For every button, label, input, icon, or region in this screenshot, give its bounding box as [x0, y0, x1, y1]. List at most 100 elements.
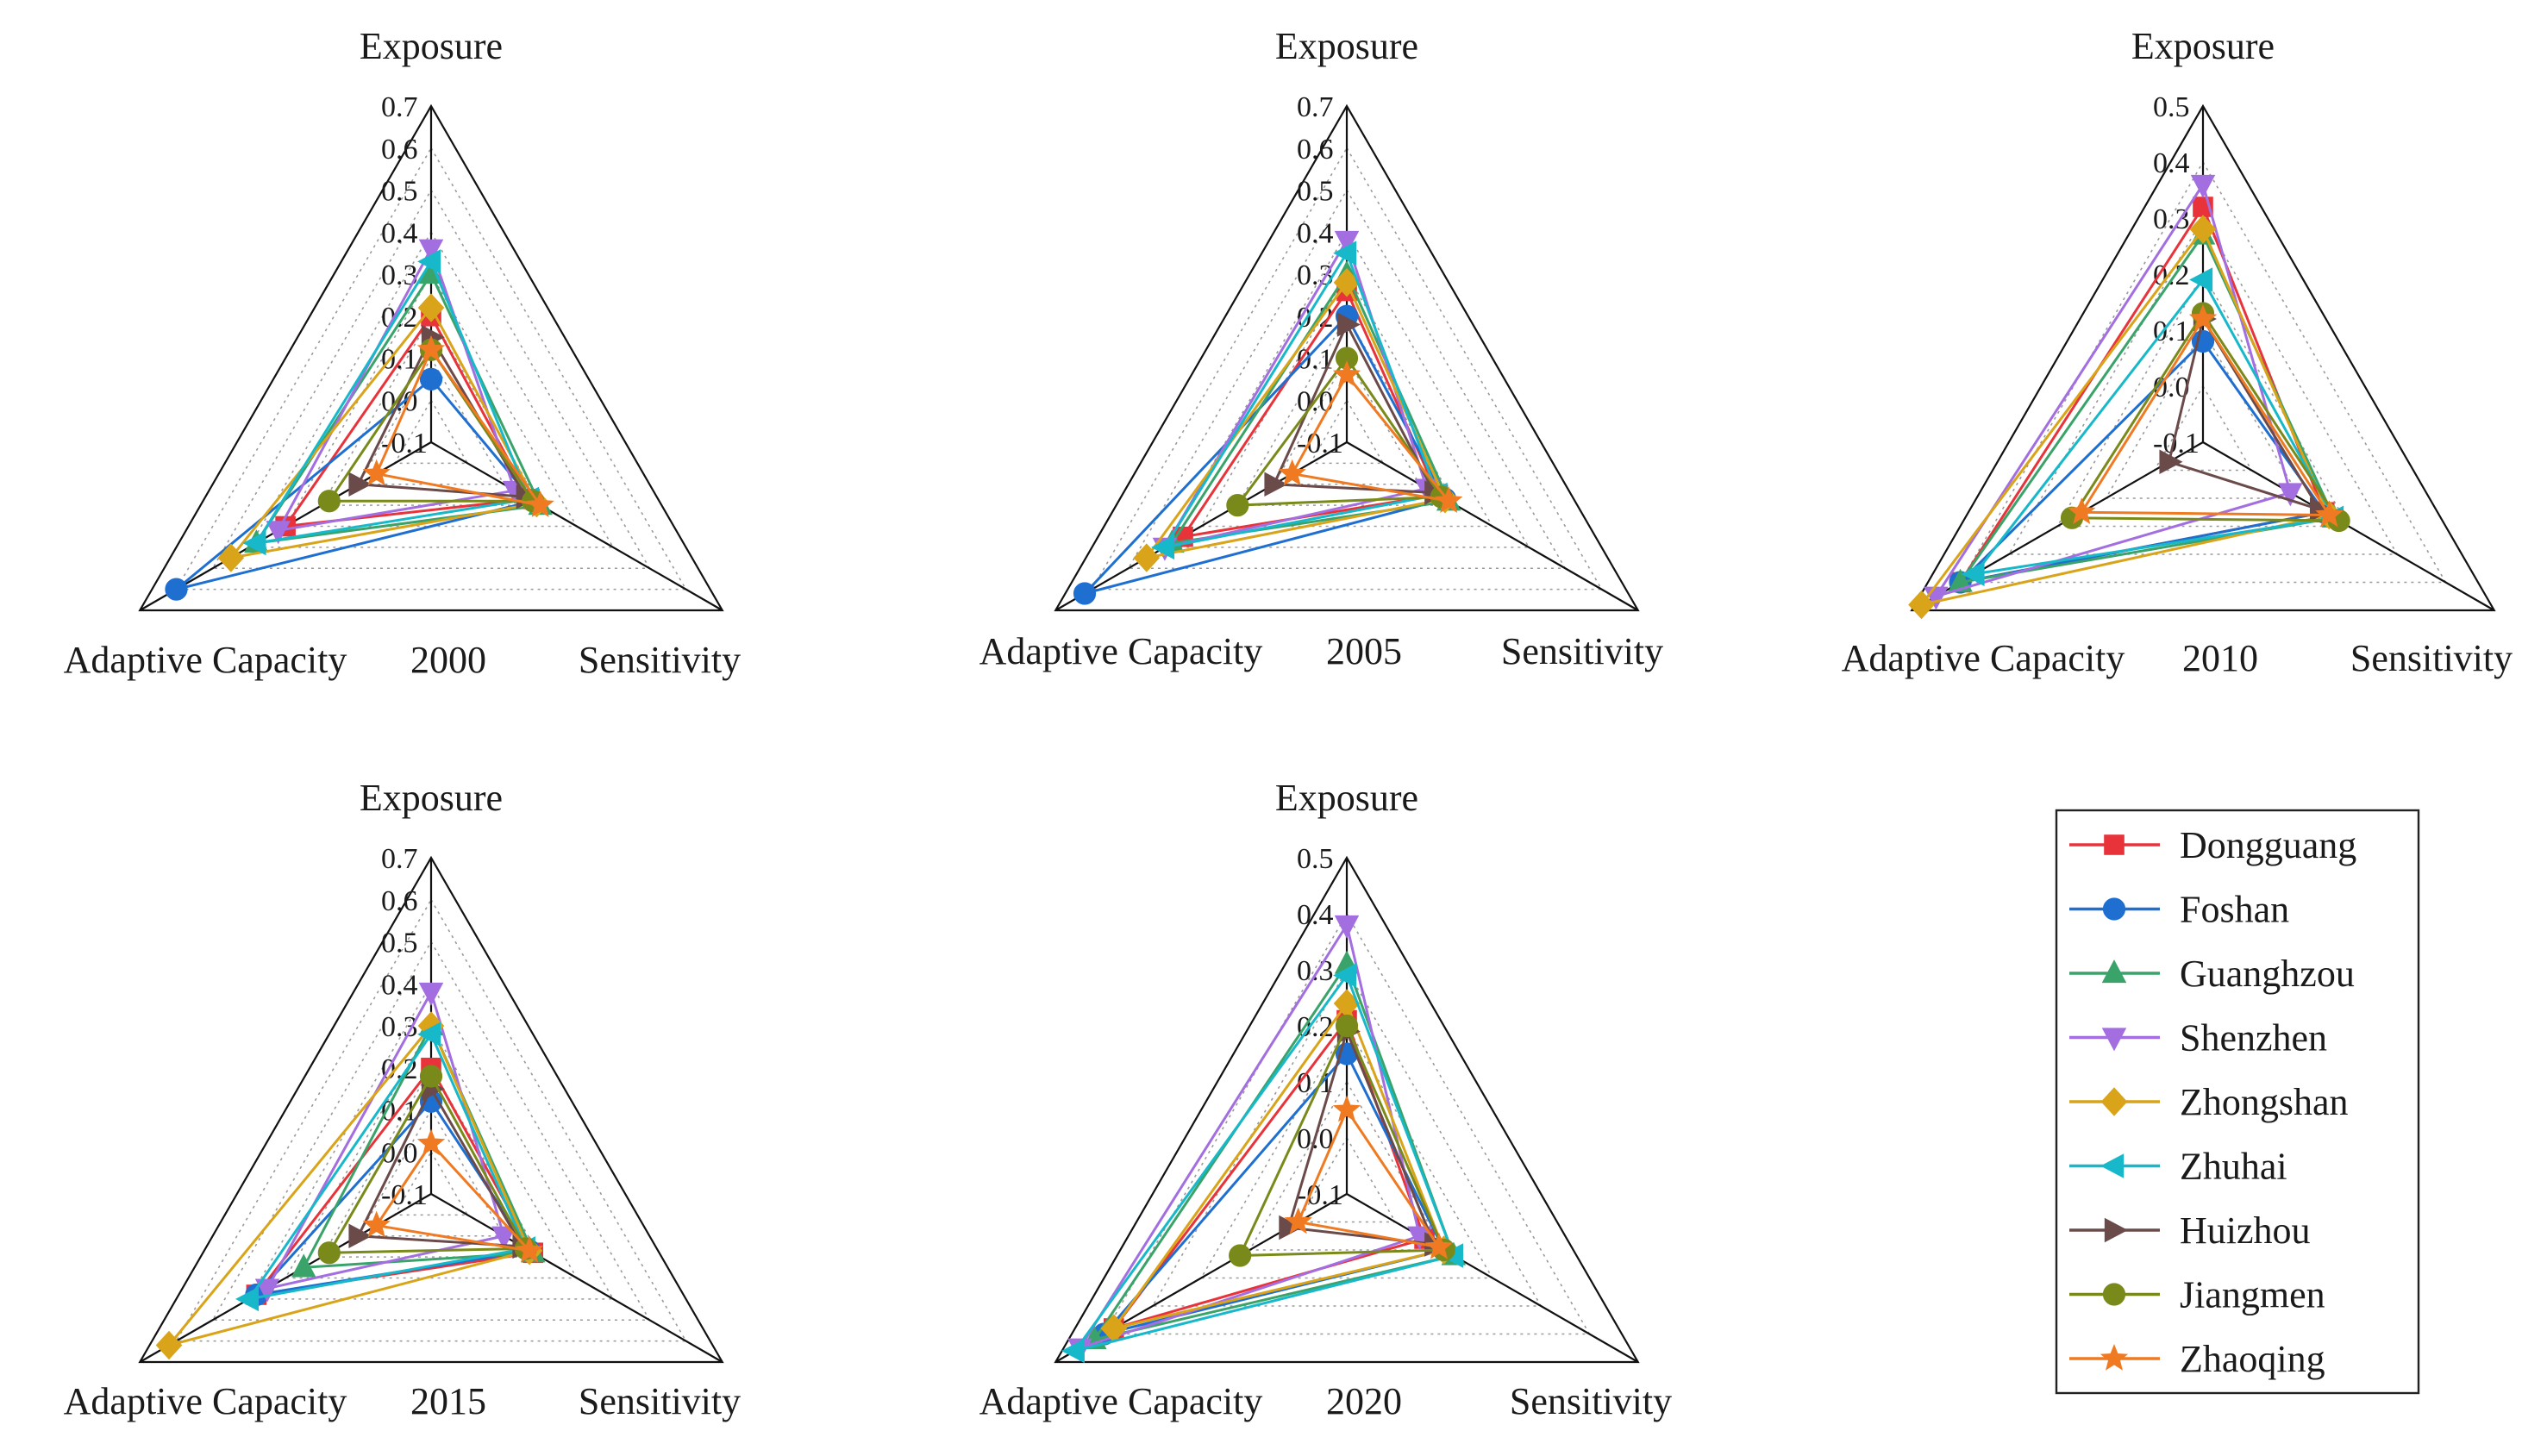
- legend-label: Shenzhen: [2180, 1017, 2327, 1059]
- legend-marker: [2100, 1153, 2125, 1178]
- axis-label-exposure: Exposure: [1275, 777, 1418, 819]
- series-shenzhen: [277, 247, 516, 532]
- point-zhuhai: [242, 530, 266, 556]
- legend-label: Zhongshan: [2180, 1081, 2349, 1123]
- radar-outer-ring: [138, 855, 724, 1364]
- legend-item-zhaoqing: Zhaoqing: [2069, 1338, 2325, 1380]
- radar-outer-ring: [1054, 855, 1640, 1364]
- series-zhuhai: [247, 1033, 528, 1301]
- point-shenzhen: [1334, 915, 1360, 939]
- point-zhaoqing: [526, 491, 554, 517]
- legend-item-dongguang: Dongguang: [2069, 824, 2356, 866]
- series-zhaoqing: [1297, 1109, 1441, 1249]
- point-zhuhai: [417, 249, 441, 274]
- legend-item-jiangmen: Jiangmen: [2069, 1274, 2325, 1316]
- radar-grid-ring: [247, 230, 615, 548]
- tick-label: 0.4: [2153, 147, 2190, 179]
- point-zhaoqing: [2068, 497, 2096, 524]
- point-jiangmen: [317, 490, 341, 513]
- series-zhuhai: [254, 259, 531, 545]
- radar-panel-2020: -0.10.00.10.20.30.40.5ExposureSensitivit…: [979, 777, 1672, 1422]
- point-huizhou: [1264, 472, 1288, 497]
- tick-label: 0.3: [1297, 259, 1334, 291]
- axis-label-adaptive-capacity: Adaptive Capacity: [979, 1380, 1263, 1422]
- point-zhaoqing: [515, 1235, 544, 1263]
- tick-label: 0.6: [381, 885, 418, 917]
- radar-spoke: [430, 1193, 723, 1363]
- tick-label: 0.4: [1297, 899, 1334, 931]
- radar-grid-ring: [211, 940, 651, 1322]
- legend-marker: [2104, 834, 2125, 855]
- radar-grid-ring: [1248, 1080, 1445, 1251]
- point-shenzhen: [418, 982, 444, 1006]
- point-guanghzou: [1948, 568, 1973, 592]
- legend-label: Foshan: [2180, 889, 2289, 931]
- radar-grid-ring: [1959, 160, 2447, 584]
- year-label: 2000: [410, 639, 486, 681]
- tick-label: 0.5: [1297, 843, 1334, 875]
- point-zhaoqing: [1332, 360, 1361, 387]
- series-zhuhai: [1163, 252, 1440, 549]
- tick-label: 0.4: [1297, 217, 1334, 249]
- point-zhongshan: [417, 293, 445, 322]
- series-zhaoqing: [2080, 317, 2331, 516]
- radar-grid-ring: [1127, 188, 1567, 570]
- tick-label: 0.7: [1297, 91, 1334, 123]
- radar-grid-ring: [1199, 1024, 1494, 1279]
- series-zhongshan: [1145, 281, 1447, 559]
- point-zhaoqing: [1284, 1207, 1312, 1234]
- point-zhuhai: [235, 1286, 260, 1312]
- point-zhuhai: [1061, 1338, 1085, 1364]
- radar-grid-ring: [284, 1024, 579, 1279]
- point-zhaoqing: [1435, 486, 1463, 513]
- axis-label-sensitivity: Sensitivity: [2350, 637, 2513, 679]
- point-jiangmen: [317, 1241, 341, 1265]
- point-zhaoqing: [1332, 1095, 1361, 1122]
- axis-label-adaptive-capacity: Adaptive Capacity: [979, 630, 1263, 672]
- point-zhuhai: [417, 1022, 441, 1047]
- series-jiangmen: [328, 1075, 528, 1254]
- point-zhaoqing: [416, 334, 446, 362]
- series-shenzhen: [1078, 923, 1421, 1350]
- point-zhongshan: [217, 543, 245, 572]
- legend-item-shenzhen: Shenzhen: [2069, 1017, 2327, 1059]
- point-zhongshan: [1133, 543, 1161, 572]
- point-shenzhen: [418, 239, 444, 263]
- tick-label: 0.7: [381, 843, 418, 875]
- radar-grid-ring: [1309, 398, 1385, 465]
- point-huizhou: [2159, 449, 2183, 474]
- year-label: 2020: [1326, 1380, 1402, 1422]
- tick-label: 0.3: [2153, 203, 2190, 235]
- series-huizhou: [1286, 1030, 1436, 1246]
- legend-marker: [2101, 1028, 2127, 1052]
- year-label: 2010: [2182, 637, 2258, 679]
- legend-label: Zhuhai: [2180, 1146, 2287, 1188]
- series-jiangmen: [1238, 1024, 1446, 1257]
- series-zhongshan: [1920, 228, 2331, 606]
- radar-grid-ring: [1103, 912, 1591, 1335]
- tick-label: 0.3: [381, 259, 418, 291]
- axis-label-sensitivity: Sensitivity: [579, 1380, 741, 1422]
- point-jiangmen: [1335, 1014, 1359, 1038]
- legend-marker: [2102, 897, 2126, 921]
- legend-item-zhuhai: Zhuhai: [2069, 1146, 2287, 1188]
- legend: Dongguang Foshan Guanghzou Shenzhen Zhongsha…: [2055, 809, 2420, 1395]
- tick-label: 0.6: [1297, 134, 1334, 166]
- series-zhongshan: [229, 306, 538, 559]
- point-zhongshan: [155, 1330, 183, 1360]
- point-zhuhai: [2189, 267, 2213, 292]
- radar-outer-ring: [1910, 103, 2496, 612]
- point-guanghzou: [291, 1253, 316, 1278]
- series-zhaoqing: [375, 348, 542, 507]
- point-zhongshan: [1908, 590, 1935, 620]
- legend-item-foshan: Foshan: [2069, 889, 2289, 931]
- series-zhongshan: [167, 1024, 531, 1347]
- radar-grid-ring: [2007, 216, 2399, 555]
- tick-label: 0.5: [381, 176, 418, 208]
- axis-label-sensitivity: Sensitivity: [1510, 1380, 1672, 1422]
- series-jiangmen: [2070, 312, 2341, 522]
- tick-label: -0.1: [1297, 428, 1343, 459]
- radar-grid-ring: [2056, 272, 2350, 528]
- point-foshan: [1073, 582, 1097, 605]
